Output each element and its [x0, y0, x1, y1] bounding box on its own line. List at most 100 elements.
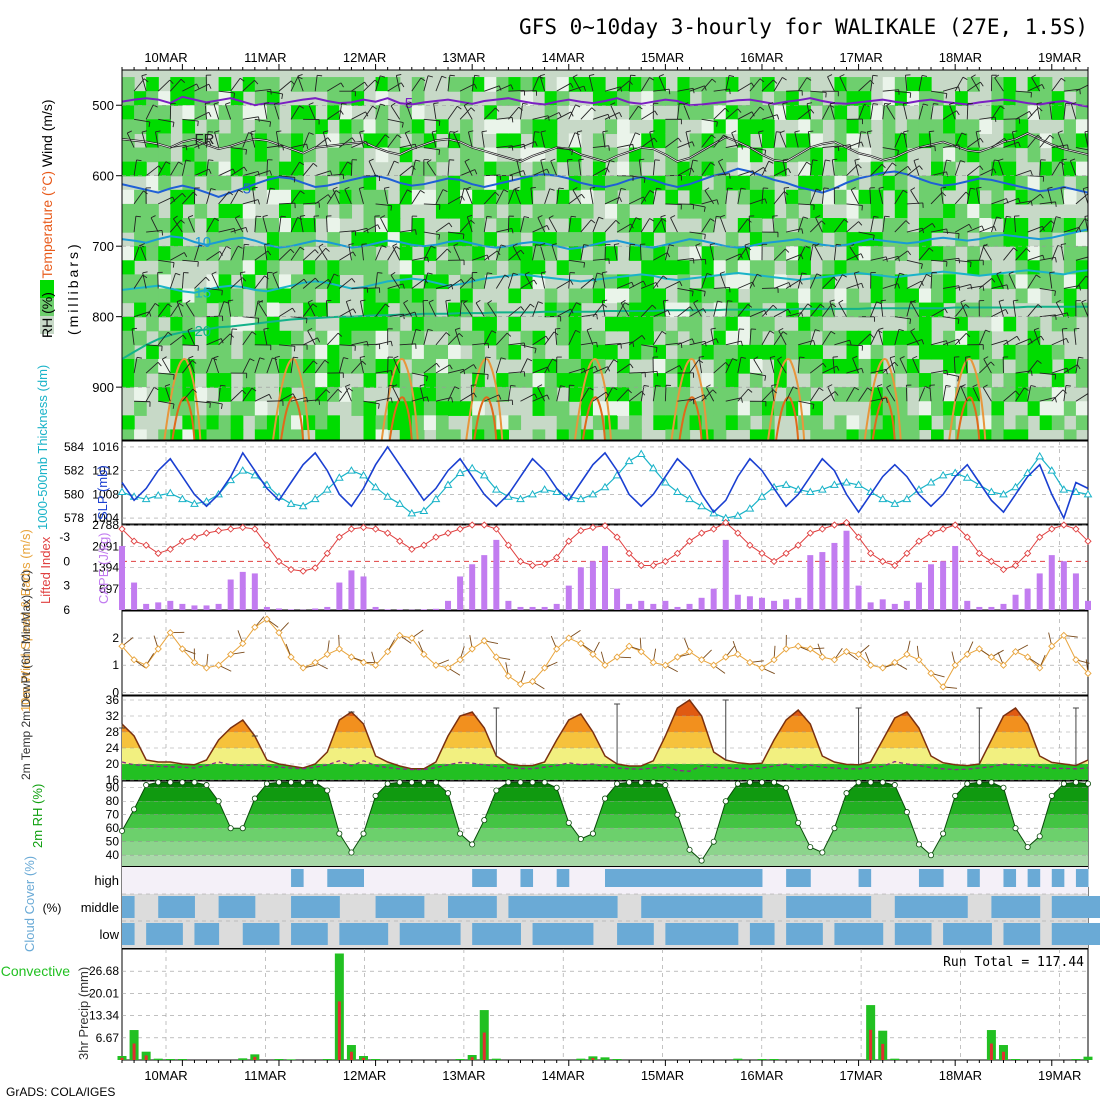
wind-barb — [350, 159, 353, 176]
rh-cell — [399, 288, 413, 304]
rh-cell — [194, 415, 208, 431]
wind-barb — [894, 220, 907, 233]
li-point — [239, 523, 247, 532]
cloud-cell — [665, 896, 678, 918]
wind-barb — [447, 75, 451, 92]
ytick-label: 1016 — [92, 440, 119, 454]
wind-barb-flag — [979, 165, 984, 171]
wind-barb-flag — [520, 249, 525, 255]
rh-cell — [375, 415, 389, 431]
wind-barb — [592, 145, 609, 148]
wind-barb-flag — [990, 361, 995, 366]
rh-cell — [158, 387, 171, 402]
rh-cell — [737, 415, 751, 431]
cloud-cell — [894, 923, 908, 945]
wind-barb-flag — [641, 335, 646, 340]
rh-cell — [689, 175, 703, 191]
wind-barb — [749, 273, 758, 289]
rh-point — [263, 780, 270, 787]
cape-bar — [638, 600, 645, 610]
wind-barb — [540, 160, 546, 176]
ytick-label: 1394 — [92, 561, 119, 575]
cloud-cell — [375, 896, 389, 918]
rh-cell — [617, 133, 630, 149]
rh-cell — [749, 175, 763, 191]
cloud-cell — [918, 896, 932, 918]
wind-barb — [1081, 301, 1088, 317]
thickness-point — [467, 463, 477, 472]
rh-cell — [472, 387, 485, 402]
cape-bar — [155, 602, 162, 610]
wind-barb-flag — [264, 102, 270, 105]
wind-barb — [290, 246, 301, 261]
rh-point — [275, 779, 282, 786]
wind-barb — [807, 131, 811, 148]
wind-barb-flag — [436, 363, 440, 368]
rh-cell — [629, 373, 642, 388]
wind-barb — [399, 343, 416, 346]
wind10-point — [444, 664, 452, 672]
wind-barb — [568, 85, 585, 92]
wind-barb-flag — [221, 403, 223, 409]
isotherm-line — [122, 228, 1088, 251]
rh-cell — [918, 77, 932, 92]
wind-barb — [1003, 390, 1016, 402]
wind-barb-flag — [558, 187, 564, 190]
wind-barb-flag — [724, 107, 729, 113]
wind-barb-flag — [1093, 330, 1098, 332]
wind-barb-flag — [549, 188, 555, 191]
rh-cell — [786, 260, 799, 275]
rh-cell — [943, 161, 956, 177]
rh-cell — [170, 232, 183, 247]
cloud-cell — [798, 869, 811, 887]
rh-cell — [556, 415, 570, 431]
wind-barb-flag — [729, 173, 731, 179]
rh-cell — [339, 316, 353, 332]
rh-cell — [725, 260, 739, 275]
li-point — [190, 533, 199, 541]
wind-barb-flag — [785, 248, 790, 253]
wind-barb — [777, 359, 787, 374]
wind-barb — [628, 390, 643, 402]
top-date-label: 19MAR — [1038, 50, 1081, 65]
wind-barb-flag — [1035, 274, 1041, 278]
rh-point — [819, 849, 826, 856]
wind10-point — [915, 656, 923, 664]
wind-barb — [972, 386, 980, 402]
rh-cell — [556, 302, 570, 318]
rh-cell — [508, 119, 522, 135]
rh-cell — [568, 203, 582, 219]
wind-barb-flag — [740, 340, 743, 347]
wind-barb-flag — [307, 327, 313, 332]
rh-point — [807, 844, 814, 851]
rh-cell — [991, 203, 1005, 219]
wind-barb-flag — [359, 186, 365, 189]
cape-contour — [956, 396, 981, 440]
rh-cell — [435, 373, 449, 388]
cloud-cell — [786, 896, 799, 918]
rh-cell — [605, 119, 618, 135]
cloud-cell — [387, 896, 401, 918]
rh-cell — [134, 401, 147, 416]
rh-point — [541, 779, 548, 786]
wind-barb-flag — [575, 329, 581, 333]
isotherm-line — [122, 167, 1088, 198]
wind-barb — [375, 103, 381, 120]
rh-cell — [761, 260, 775, 275]
wind-barb-flag — [779, 130, 785, 134]
rh-cell — [653, 358, 666, 374]
rh-cell — [810, 316, 823, 332]
wind-barb-flag — [709, 243, 715, 246]
wind-barb — [572, 76, 582, 92]
wind-barb — [592, 167, 608, 177]
wind-barb-flag — [886, 384, 892, 388]
wind-barb — [483, 107, 496, 120]
wind10-point — [963, 650, 971, 658]
wind-barb-flag — [297, 217, 303, 220]
slp-line — [121, 445, 1089, 521]
wind-barb-flag — [705, 384, 711, 388]
wind-barb-flag — [717, 300, 723, 303]
rh-cell — [665, 387, 679, 402]
rh-cell — [725, 147, 739, 163]
